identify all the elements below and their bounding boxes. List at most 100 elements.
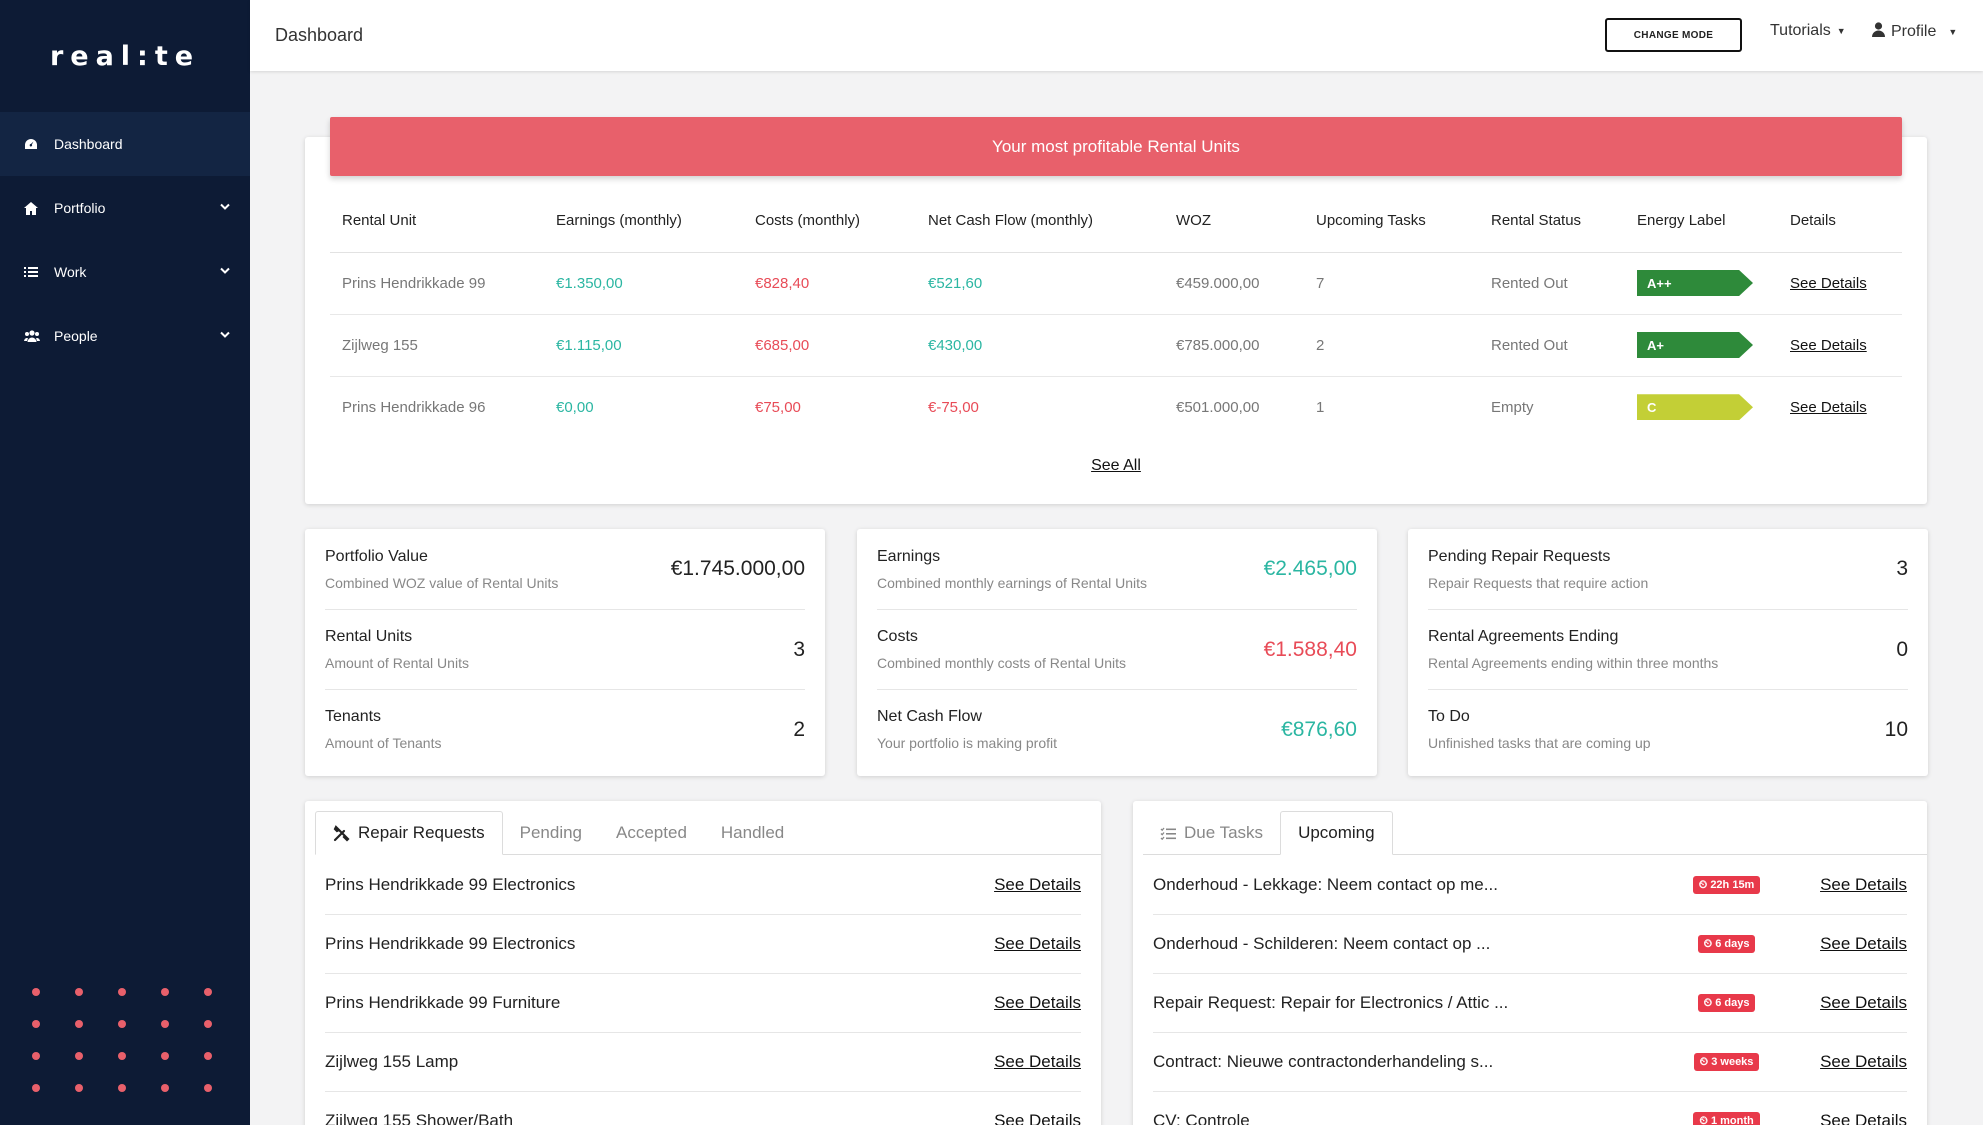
sidebar-item-people[interactable]: People [0,304,250,368]
stat-portfolio-value: Portfolio Value Combined WOZ value of Ren… [325,529,805,609]
stat-subtitle: Rental Agreements ending within three mo… [1428,655,1719,671]
top-bar: Dashboard CHANGE MODE Tutorials ▼ Profile… [250,0,1983,71]
costs-value: €828,40 [743,252,916,315]
chevron-down-icon [220,267,230,278]
rental-status: Rented Out [1479,252,1625,315]
profile-dropdown[interactable]: Profile ▼ [1872,22,1957,42]
tab-pending[interactable]: Pending [519,823,583,842]
due-badge: ⏲ 6 days [1697,994,1756,1012]
due-label: 6 days [1715,997,1750,1009]
stat-costs: Costs Combined monthly costs of Rental Un… [877,609,1357,689]
task-name: Onderhoud - Lekkage: Neem contact op me.… [1153,875,1498,894]
tab-label: Due Tasks [1184,823,1264,842]
stat-value: 2 [793,717,805,741]
stat-title: Earnings [877,547,941,565]
due-label: 3 weeks [1711,1056,1754,1068]
app-logo[interactable]: real:te [49,40,201,72]
see-details-link[interactable]: See Details [1790,336,1867,354]
stat-value: 10 [1884,717,1908,741]
see-details-link[interactable]: See Details [994,934,1081,953]
list-item: Prins Hendrikkade 99 Furniture See Detail… [325,974,1081,1033]
see-details-link[interactable]: See Details [994,1111,1081,1125]
column-header: Upcoming Tasks [1304,190,1479,253]
see-details-link[interactable]: See Details [994,875,1081,894]
upcoming-tasks-count: 2 [1304,314,1479,377]
stat-subtitle: Unfinished tasks that are coming up [1428,735,1651,751]
repair-request-name: Zijlweg 155 Lamp [325,1052,459,1071]
due-badge: ⏲ 3 weeks [1693,1053,1760,1071]
task-name: Onderhoud - Schilderen: Neem contact op … [1153,934,1491,953]
stat-title: To Do [1428,708,1470,725]
see-details-link[interactable]: See Details [1820,1052,1907,1071]
due-badge: ⏲ 22h 15m [1692,876,1761,894]
sidebar: real:te Dashboard Portfolio Work People [0,0,250,1125]
sidebar-item-portfolio[interactable]: Portfolio [0,176,250,240]
column-header: Costs (monthly) [743,190,916,253]
stat-title: Tenants [325,708,382,725]
earnings-value: €1.350,00 [544,252,743,315]
profile-label: Profile [1891,23,1937,40]
caret-down-icon: ▼ [1948,27,1958,37]
see-details-link[interactable]: See Details [1820,875,1907,894]
stat-net-cash-flow: Net Cash Flow Your portfolio is making pr… [877,689,1357,769]
list-item: Zijlweg 155 Shower/Bath See Details [325,1092,1081,1125]
see-details-link[interactable]: See Details [1820,993,1907,1012]
upcoming-tasks-count: 7 [1304,252,1479,315]
tutorials-dropdown[interactable]: Tutorials ▼ [1770,22,1846,40]
earnings-value: €0,00 [556,398,594,416]
task-name: Repair Request: Repair for Electronics /… [1153,993,1509,1012]
decorative-dots [32,988,247,1092]
energy-label-badge: A+ [1637,332,1753,358]
tools-icon [333,824,350,842]
see-details-link[interactable]: See Details [994,993,1081,1012]
clock-icon: ⏲ [1703,937,1713,950]
see-details-link[interactable]: See Details [1820,934,1907,953]
column-header: Net Cash Flow (monthly) [916,190,1164,253]
unit-name: Prins Hendrikkade 99 [330,252,544,315]
column-header: Rental Unit [330,190,544,253]
stat-value: 3 [1896,557,1908,580]
see-details-link[interactable]: See Details [1790,274,1867,292]
stat-subtitle: Amount of Rental Units [325,655,469,671]
list-item: Repair Request: Repair for Electronics /… [1153,974,1907,1033]
tab-handled[interactable]: Handled [720,823,785,842]
task-name: Contract: Nieuwe contractonderhandeling … [1153,1052,1494,1071]
woz-value: €785.000,00 [1164,314,1304,377]
dashboard-icon [24,138,54,150]
net-cash-flow-value: €430,00 [916,314,1164,377]
repair-tabs: Repair Requests Pending Accepted Handled [315,811,1101,855]
sidebar-item-work[interactable]: Work [0,240,250,304]
tab-upcoming[interactable]: Upcoming [1280,811,1393,855]
stat-pending-repair-requests: Pending Repair Requests Repair Requests t… [1428,529,1908,609]
tab-accepted[interactable]: Accepted [616,823,687,842]
see-details-link[interactable]: See Details [1820,1111,1907,1125]
breadcrumb: Dashboard [275,25,364,45]
clock-icon: ⏲ [1703,996,1713,1009]
stat-title: Costs [877,628,918,645]
see-all-link[interactable]: See All [1091,457,1141,474]
stat-subtitle: Combined monthly earnings of Rental Unit… [877,574,1148,591]
list-item: Onderhoud - Schilderen: Neem contact op … [1153,915,1907,974]
column-header: Details [1778,190,1902,253]
sidebar-item-dashboard[interactable]: Dashboard [0,112,250,176]
see-details-link[interactable]: See Details [1790,398,1867,416]
table-row: Prins Hendrikkade 96 €0,00 €75,00 €-75,0… [330,376,1902,438]
action-stats-card: Pending Repair Requests Repair Requests t… [1408,529,1928,776]
tab-due-tasks[interactable]: Due Tasks [1143,811,1280,855]
costs-value: €685,00 [743,314,916,377]
stat-subtitle: Your portfolio is making profit [877,735,1058,751]
rental-status: Empty [1491,398,1534,416]
energy-label-cell: A+ [1625,314,1778,377]
energy-label-cell: C [1625,376,1778,438]
change-mode-button[interactable]: CHANGE MODE [1605,18,1742,52]
upcoming-tasks-list: Onderhoud - Lekkage: Neem contact op me.… [1153,856,1907,1125]
task-name: CV: Controle [1153,1111,1250,1125]
clock-icon: ⏲ [1699,1055,1709,1068]
list-item: Zijlweg 155 Lamp See Details [325,1033,1081,1092]
users-icon [24,330,54,342]
rental-status: Rented Out [1479,314,1625,377]
tutorials-label: Tutorials [1770,22,1831,39]
tab-repair-requests[interactable]: Repair Requests [315,811,503,855]
see-details-link[interactable]: See Details [994,1052,1081,1071]
stat-value: €876,60 [1281,717,1357,741]
